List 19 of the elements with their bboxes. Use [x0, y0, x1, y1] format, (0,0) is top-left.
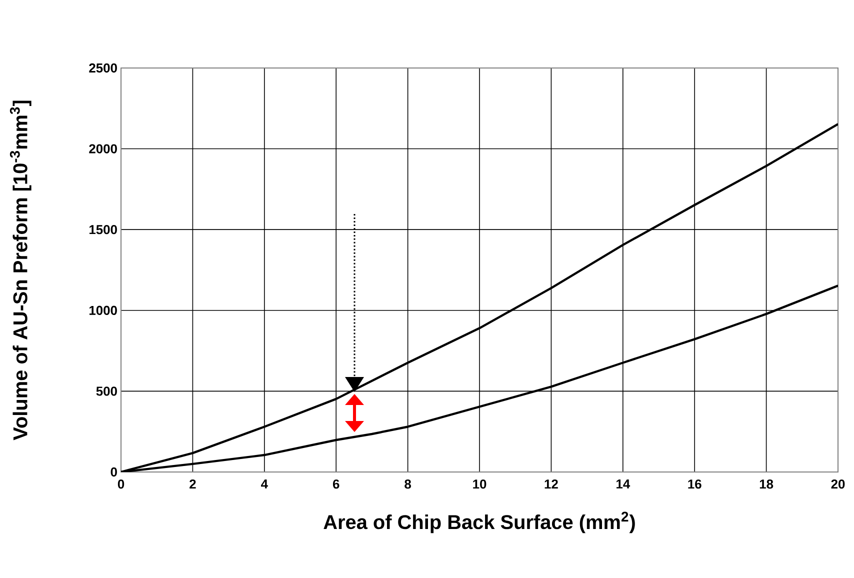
x-tick-label: 0: [118, 480, 124, 489]
x-tick-label: 20: [831, 480, 845, 489]
y-tick-label: 1000: [89, 306, 117, 315]
y-tick-label: 0: [110, 467, 117, 477]
x-tick-label: 14: [616, 480, 630, 488]
x-tick-label: 16: [688, 480, 702, 489]
y-tick-label: 2500: [89, 63, 117, 73]
x-tick-label: 4: [261, 480, 268, 488]
x-tick-label: 18: [760, 480, 774, 489]
x-tick-label: 12: [544, 480, 558, 489]
x-tick-label: 2: [190, 480, 196, 489]
y-tick-label: 2000: [89, 144, 117, 154]
y-tick-label: 1500: [89, 224, 117, 234]
y-tick-label: 500: [96, 386, 117, 396]
x-tick-label: 8: [404, 480, 412, 489]
y-axis-title: Volume of AU-Sn Preform [10$^{-3}$mm$^{3}$]: [10, 100, 32, 440]
x-tick-label: 6: [332, 480, 340, 489]
x-axis-title: Area of Chip Back Surface (mm$^{2}$): [324, 512, 635, 534]
x-tick-label: 10: [473, 480, 486, 489]
